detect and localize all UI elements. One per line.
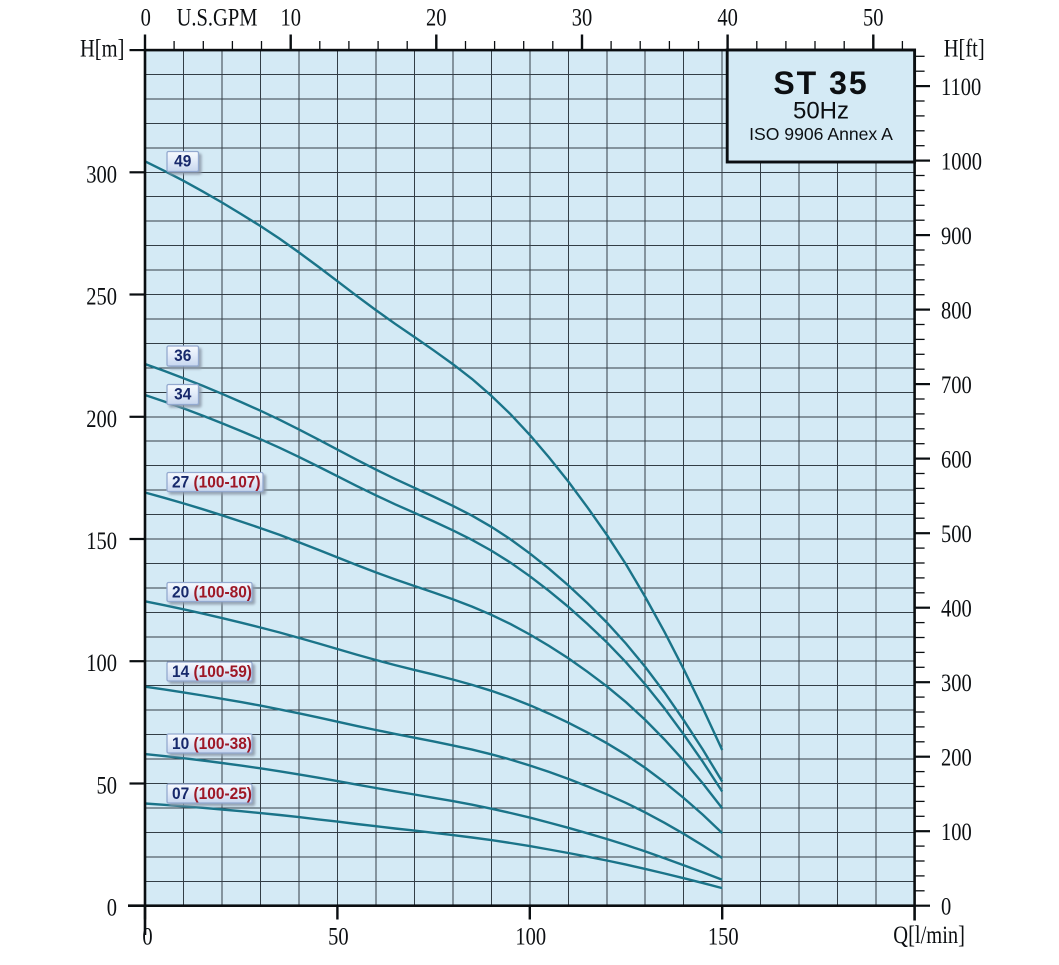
- svg-text:100: 100: [515, 923, 546, 950]
- svg-text:0: 0: [107, 894, 117, 921]
- svg-text:300: 300: [941, 669, 972, 696]
- svg-text:50: 50: [863, 4, 883, 31]
- svg-text:200: 200: [941, 744, 972, 771]
- svg-text:ISO 9906 Annex A: ISO 9906 Annex A: [749, 124, 893, 144]
- svg-text:100: 100: [941, 818, 972, 845]
- svg-text:H[m]: H[m]: [80, 35, 124, 62]
- svg-text:500: 500: [941, 520, 972, 547]
- svg-text:40: 40: [717, 4, 737, 31]
- svg-text:0: 0: [141, 4, 151, 31]
- svg-text:700: 700: [941, 371, 972, 398]
- svg-text:U.S.GPM: U.S.GPM: [177, 4, 258, 31]
- svg-text:50Hz: 50Hz: [793, 98, 849, 125]
- svg-text:50: 50: [328, 923, 348, 950]
- svg-text:300: 300: [86, 160, 117, 187]
- svg-text:600: 600: [941, 446, 972, 473]
- svg-text:900: 900: [941, 222, 972, 249]
- svg-text:0: 0: [142, 923, 152, 950]
- svg-text:10: 10: [280, 4, 300, 31]
- svg-text:0: 0: [941, 893, 951, 920]
- svg-text:36: 36: [174, 348, 191, 365]
- svg-text:250: 250: [86, 283, 117, 310]
- svg-text:800: 800: [941, 297, 972, 324]
- svg-text:150: 150: [86, 527, 117, 554]
- svg-text:27 (100-107): 27 (100-107): [172, 474, 261, 491]
- svg-text:ST 35: ST 35: [773, 65, 868, 101]
- svg-text:1100: 1100: [941, 73, 981, 100]
- svg-text:30: 30: [572, 4, 592, 31]
- svg-text:Q[l/min]: Q[l/min]: [893, 921, 965, 948]
- svg-text:49: 49: [174, 153, 191, 170]
- svg-text:H[ft]: H[ft]: [944, 35, 985, 62]
- svg-text:34: 34: [174, 386, 191, 403]
- svg-text:100: 100: [86, 649, 117, 676]
- svg-text:14 (100-59): 14 (100-59): [172, 664, 252, 681]
- svg-text:20: 20: [426, 4, 446, 31]
- svg-text:1000: 1000: [941, 148, 982, 175]
- svg-text:400: 400: [941, 595, 972, 622]
- svg-text:20 (100-80): 20 (100-80): [172, 584, 252, 601]
- svg-text:200: 200: [86, 405, 117, 432]
- svg-text:50: 50: [97, 772, 117, 799]
- svg-text:10 (100-38): 10 (100-38): [172, 736, 252, 753]
- svg-text:150: 150: [708, 923, 739, 950]
- svg-text:07 (100-25): 07 (100-25): [172, 786, 252, 803]
